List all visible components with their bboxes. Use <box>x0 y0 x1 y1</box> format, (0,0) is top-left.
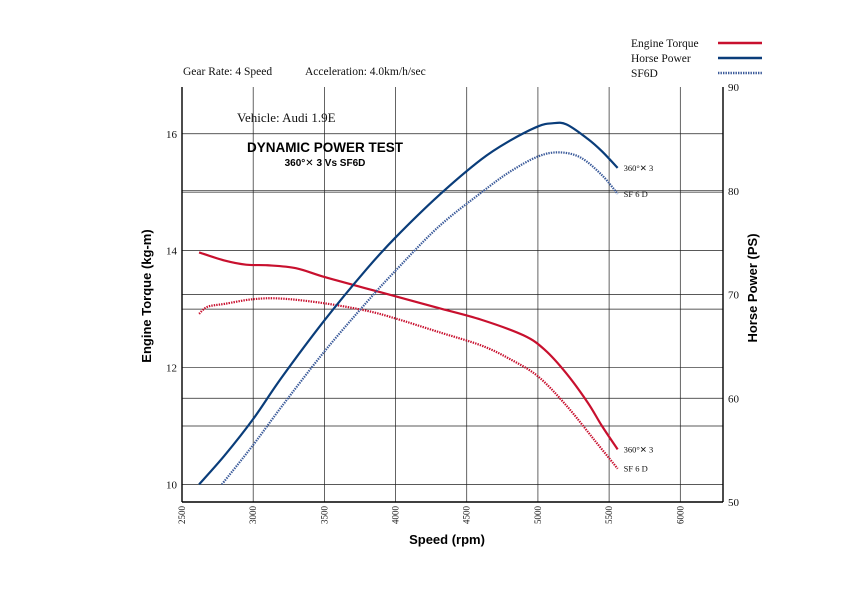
legend: Engine Torque Horse Power SF6D <box>631 38 762 80</box>
legend-label: SF6D <box>631 68 658 80</box>
y-left-tick-label: 12 <box>166 363 177 375</box>
x-tick-label: 5000 <box>533 506 543 525</box>
series-end-labels: 360°✕ 3 SF 6 D 360°✕ 3 SF 6 D <box>624 163 654 474</box>
x-tick-label: 2500 <box>177 506 187 525</box>
y-left-tick-label: 16 <box>166 129 178 141</box>
series-end-label-engine-torque-360x3: 360°✕ 3 <box>624 444 654 454</box>
series-end-label-horse-power-sf6d: SF 6 D <box>624 189 648 199</box>
y-left-tick-label: 10 <box>166 479 178 491</box>
y-right-tick-label: 70 <box>728 290 740 302</box>
series-line-engine-torque-360x3 <box>198 251 619 451</box>
chart-subtitle: 360°✕ 3 Vs SF6D <box>285 158 366 169</box>
series-end-label-engine-torque-sf6d: SF 6 D <box>624 464 648 474</box>
x-tick-label: 6000 <box>675 506 685 525</box>
x-tick-label: 4500 <box>462 506 472 525</box>
legend-label: Engine Torque <box>631 38 699 50</box>
plot-frame <box>181 87 724 503</box>
y-axis-right-label: Horse Power (PS) <box>745 233 760 342</box>
vehicle-note: Vehicle: Audi 1.9E <box>237 110 336 125</box>
series-lines <box>198 121 619 486</box>
y-right-tick-label: 80 <box>728 186 740 198</box>
x-tick-label: 5500 <box>604 506 614 525</box>
legend-label: Horse Power <box>631 53 691 65</box>
y-left-tick-label: 14 <box>166 246 178 258</box>
series-line-horse-power-sf6d <box>221 151 619 486</box>
header-acceleration: Acceleration: 4.0km/h/sec <box>305 66 426 78</box>
x-axis-label: Speed (rpm) <box>409 532 485 547</box>
series-line-engine-torque-sf6d <box>198 297 619 470</box>
y-right-tick-label: 90 <box>728 82 740 94</box>
tick-labels: 2500 3000 3500 4000 4500 5000 5500 6000 10 12 14 16… <box>166 82 740 524</box>
y-axis-left-label: Engine Torque (kg-m) <box>139 229 154 362</box>
y-right-tick-label: 50 <box>728 497 740 509</box>
chart-title: DYNAMIC POWER TEST <box>247 140 404 155</box>
x-tick-label: 3000 <box>248 506 258 525</box>
y-right-tick-label: 60 <box>728 393 740 405</box>
x-tick-label: 4000 <box>391 506 401 525</box>
grid <box>182 87 723 502</box>
header-gear-rate: Gear Rate: 4 Speed <box>183 66 272 78</box>
series-end-label-horse-power-360x3: 360°✕ 3 <box>624 163 654 173</box>
x-tick-label: 3500 <box>319 506 329 525</box>
series-line-horse-power-360x3 <box>198 121 619 486</box>
